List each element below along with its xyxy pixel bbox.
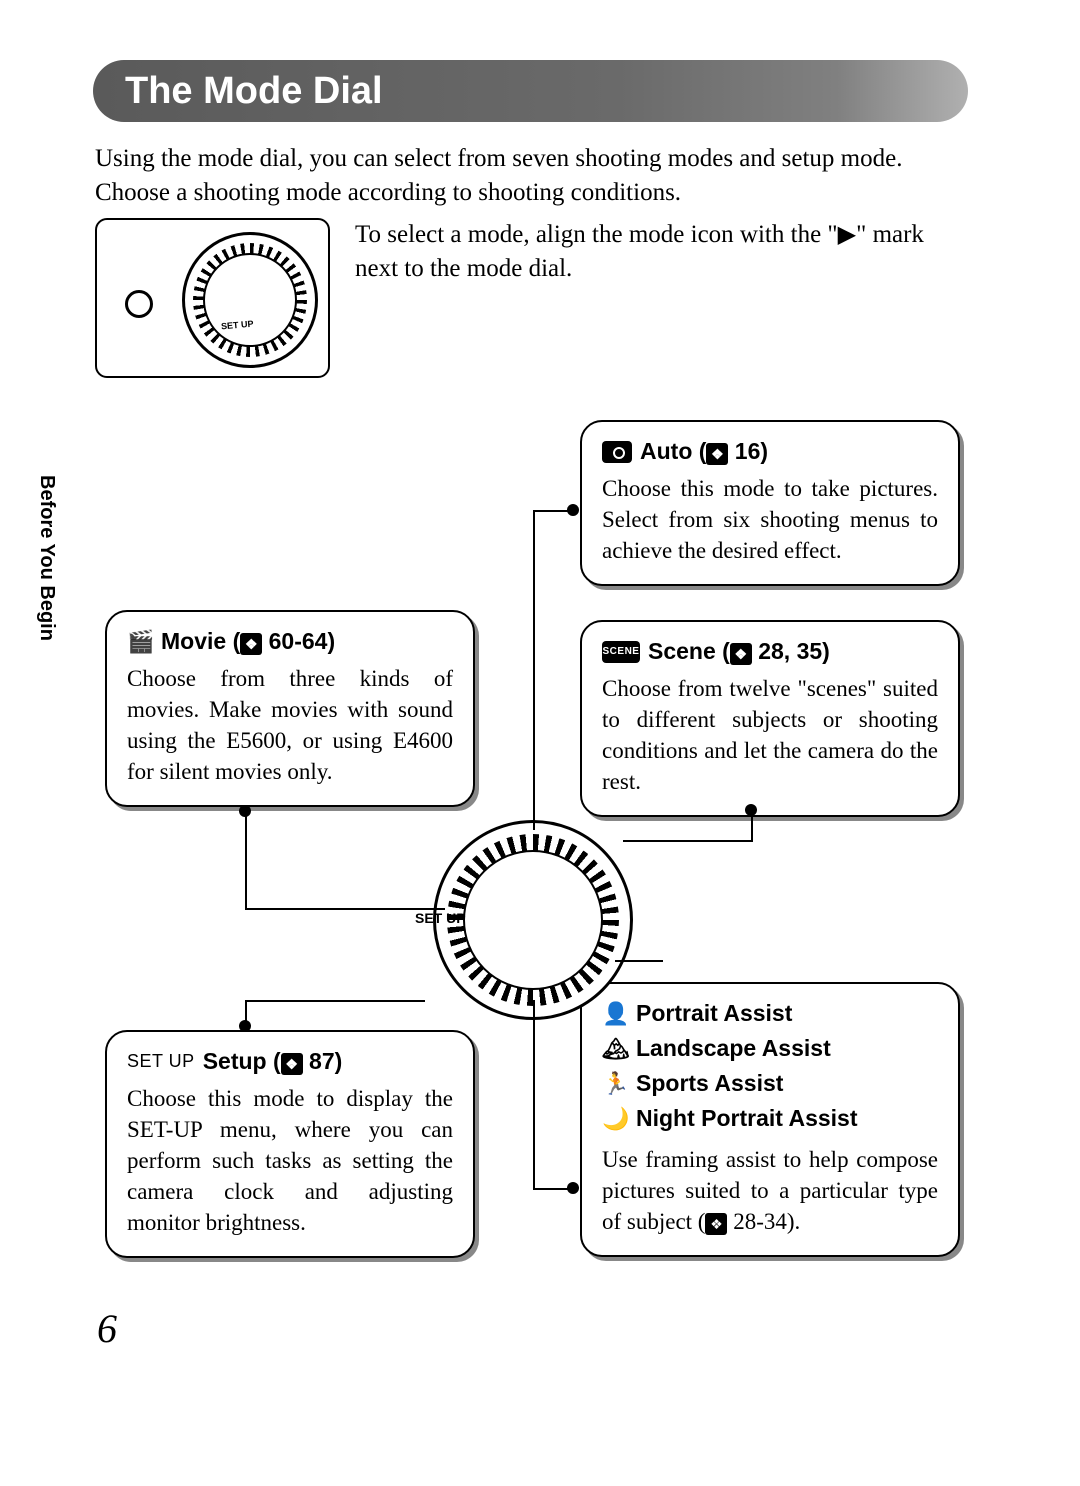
connector-dot [567,1182,579,1194]
scene-callout: SCENE Scene (❖ 28, 35) Choose from twelv… [580,620,960,817]
page-number: 6 [97,1305,117,1352]
movie-title: Movie ( [161,628,240,654]
assist-callout: 👤 Portrait Assist 🏔 Landscape Assist 🏃 S… [580,982,960,1257]
scene-title: Scene ( [648,638,730,664]
side-tab-label: Before You Begin [35,475,58,641]
assist-list: 👤 Portrait Assist 🏔 Landscape Assist 🏃 S… [602,998,938,1134]
landscape-assist-heading: 🏔 Landscape Assist [602,1033,938,1064]
page-ref-icon: ❖ [281,1053,303,1075]
connector-line [533,1000,535,1190]
scene-heading: SCENE Scene (❖ 28, 35) [602,636,938,667]
page-ref-icon: ❖ [730,643,752,665]
portrait-assist-label: Portrait Assist [636,998,792,1029]
section-title: The Mode Dial [125,70,383,113]
movie-callout: 🎬 Movie (❖ 60-64) Choose from three kind… [105,610,475,807]
connector-dot [239,1020,251,1032]
movie-heading: 🎬 Movie (❖ 60-64) [127,626,453,657]
landscape-assist-label: Landscape Assist [636,1033,831,1064]
select-mode-paragraph: To select a mode, align the mode icon wi… [355,218,965,286]
auto-body: Choose this mode to take pictures. Selec… [602,473,938,566]
intro-paragraph: Using the mode dial, you can select from… [95,142,965,210]
landscape-icon: 🏔 [602,1034,628,1064]
movie-body: Choose from three kinds of movies. Make … [127,663,453,787]
movie-mode-icon: 🎬 [127,627,153,657]
dial-setup-label: SET UP [415,910,466,926]
connector-line [245,810,247,910]
connector-line [245,908,445,910]
night-portrait-assist-label: Night Portrait Assist [636,1103,858,1134]
setup-callout: SET UP Setup (❖ 87) Choose this mode to … [105,1030,475,1258]
scene-body: Choose from twelve "scenes" suited to di… [602,673,938,797]
scene-mode-icon: SCENE [602,641,640,663]
sports-assist-heading: 🏃 Sports Assist [602,1068,938,1099]
sports-assist-label: Sports Assist [636,1068,783,1099]
connector-dot [239,805,251,817]
section-title-bar: The Mode Dial [93,60,968,122]
auto-mode-icon [602,441,632,463]
connector-dot [567,504,579,516]
setup-body: Choose this mode to display the SET-UP m… [127,1083,453,1238]
marker-icon: ▶ [838,219,856,251]
auto-title: Auto ( [640,438,706,464]
night-portrait-icon: 🌙 [602,1104,628,1134]
setup-title: Setup ( [203,1048,281,1074]
page-ref-icon: ❖ [706,443,728,465]
scene-pages: 28, 35) [752,638,830,664]
auto-heading: Auto (❖ 16) [602,436,938,467]
night-portrait-assist-heading: 🌙 Night Portrait Assist [602,1103,938,1134]
setup-heading: SET UP Setup (❖ 87) [127,1046,453,1077]
mode-dial-diagram: SET UP [433,820,633,1020]
page-ref-icon: ❖ [240,633,262,655]
page-ref-icon: ❖ [705,1213,727,1235]
portrait-assist-heading: 👤 Portrait Assist [602,998,938,1029]
auto-pages: 16) [728,438,768,464]
assist-body-b: 28-34). [727,1209,800,1234]
auto-callout: Auto (❖ 16) Choose this mode to take pic… [580,420,960,586]
camera-dial-illustration-top: SET UP [95,218,330,378]
para2-text-a: To select a mode, align the mode icon wi… [355,221,838,248]
sports-icon: 🏃 [602,1069,628,1099]
setup-pages: 87) [303,1048,343,1074]
connector-dot [745,804,757,816]
connector-line [615,960,663,962]
assist-body: Use framing assist to help compose pictu… [602,1144,938,1237]
connector-line [533,510,535,830]
setup-mode-icon: SET UP [127,1049,195,1073]
movie-pages: 60-64) [262,628,335,654]
connector-line [623,840,753,842]
connector-line [245,1000,425,1002]
page-container: The Mode Dial Using the mode dial, you c… [55,0,1025,1400]
